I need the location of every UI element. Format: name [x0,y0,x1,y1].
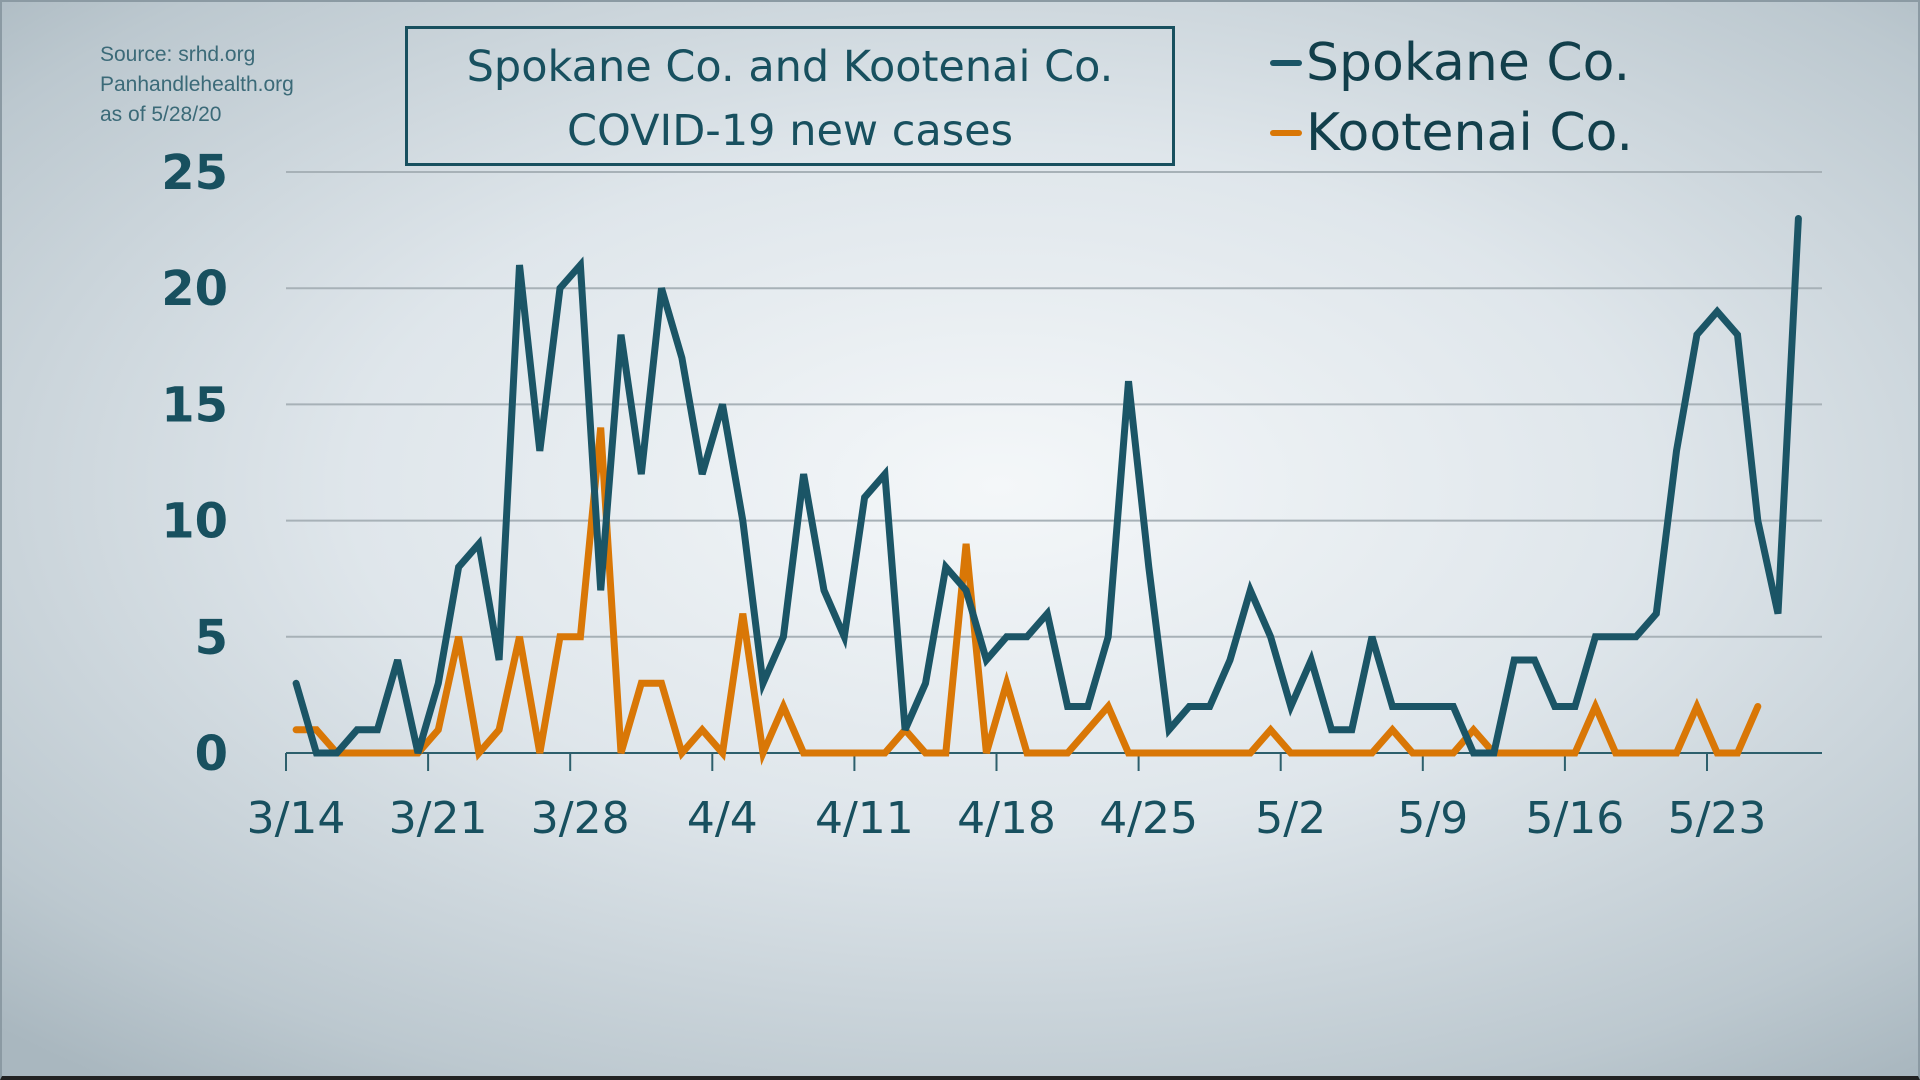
legend-item-spokane: Spokane Co. [1270,28,1633,98]
x-tick-label: 5/16 [1525,793,1624,844]
y-tick-label: 25 [161,145,228,201]
source-line-3: as of 5/28/20 [100,103,222,126]
y-tick-label: 10 [161,494,228,550]
legend-label-spokane: Spokane Co. [1306,33,1631,93]
x-tick-label: 5/23 [1668,793,1767,844]
legend-swatch-spokane [1270,60,1302,66]
y-tick-label: 0 [195,726,228,782]
x-tick-label: 4/4 [687,793,758,844]
x-tick-label: 4/25 [1099,793,1198,844]
x-tick-label: 5/2 [1255,793,1326,844]
x-tick-label: 4/11 [815,793,914,844]
x-tick-label: 4/18 [957,793,1056,844]
legend-swatch-kootenai [1270,130,1302,136]
legend-item-kootenai: Kootenai Co. [1270,98,1633,168]
x-tick-label: 3/28 [531,793,630,844]
y-tick-label: 15 [161,377,228,433]
x-tick-label: 5/9 [1397,793,1468,844]
source-line-1: Source: srhd.org [100,43,256,66]
chart-legend: Spokane Co. Kootenai Co. [1270,28,1633,168]
y-tick-label: 20 [161,261,228,317]
series-line-spokane-co [292,215,1802,757]
source-note: Source: srhd.org Panhandlehealth.org as … [100,40,294,130]
legend-label-kootenai: Kootenai Co. [1306,103,1634,163]
x-tick-label: 3/14 [247,793,346,844]
series-line-kootenai-co [292,427,1762,766]
chart-title-line-2: COVID-19 new cases [566,106,1014,156]
y-tick-label: 5 [195,610,228,666]
x-tick-label: 3/21 [389,793,488,844]
source-line-2: Panhandlehealth.org [100,73,294,96]
chart-title-line-1: Spokane Co. and Kootenai Co. [466,42,1114,92]
chart-title: Spokane Co. and Kootenai Co. COVID-19 ne… [405,26,1175,166]
